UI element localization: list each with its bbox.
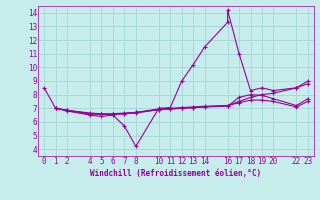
X-axis label: Windchill (Refroidissement éolien,°C): Windchill (Refroidissement éolien,°C): [91, 169, 261, 178]
